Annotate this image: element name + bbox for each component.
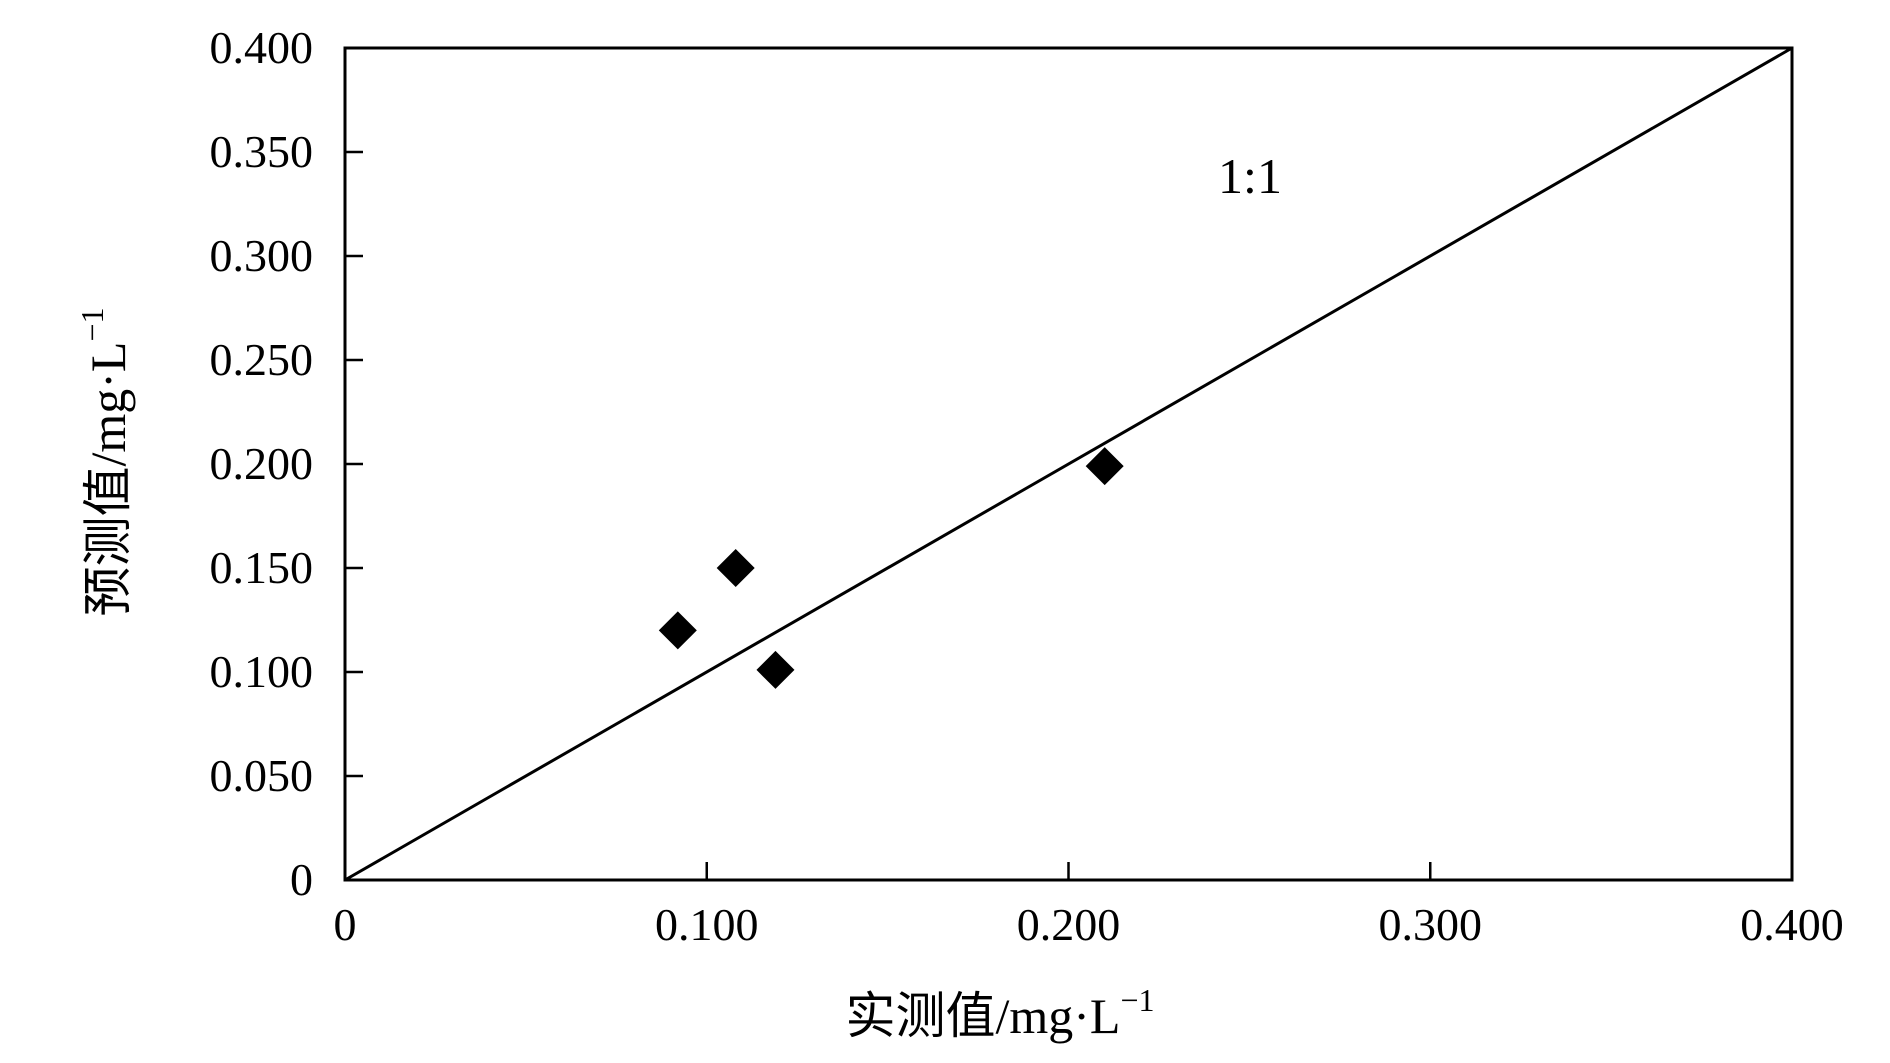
x-tick-label: 0.300	[1379, 899, 1483, 950]
y-tick-label: 0	[290, 854, 313, 905]
y-tick-label: 0.350	[210, 126, 314, 177]
y-axis-title-text: 预测值/mg·L	[80, 342, 136, 617]
one-to-one-line	[344, 46, 1793, 882]
y-tick-label: 0.300	[210, 230, 314, 281]
y-axis-title: 预测值/mg·L−1	[74, 307, 136, 616]
y-tick-label: 0.150	[210, 542, 314, 593]
data-points	[658, 447, 1124, 689]
y-axis-ticks: 0 0.050 0.100 0.150 0.200 0.250 0.300 0.350 0.40…	[210, 22, 363, 905]
data-point-diamond	[756, 650, 795, 689]
x-axis-title: 实测值/mg·L−1	[845, 982, 1154, 1044]
x-tick-label: 0.200	[1017, 899, 1121, 950]
y-tick-label: 0.250	[210, 334, 314, 385]
data-point-diamond	[1085, 447, 1124, 486]
x-axis-ticks: 0 0.100 0.200 0.300 0.400	[334, 862, 1844, 950]
x-axis-unit-exponent: −1	[1120, 982, 1154, 1018]
y-axis-unit-exponent: −1	[74, 307, 110, 341]
x-axis-title-text: 实测值/mg·L	[845, 988, 1120, 1044]
x-tick-label: 0.100	[655, 899, 759, 950]
y-tick-label: 0.100	[210, 646, 314, 697]
data-point-diamond	[716, 549, 755, 587]
data-point-diamond	[658, 611, 697, 650]
x-tick-label: 0	[334, 899, 357, 950]
one-to-one-label: 1:1	[1218, 148, 1282, 204]
y-tick-label: 0.050	[210, 750, 314, 801]
y-tick-label: 0.400	[210, 22, 314, 73]
x-tick-label: 0.400	[1740, 899, 1844, 950]
y-tick-label: 0.200	[210, 438, 314, 489]
